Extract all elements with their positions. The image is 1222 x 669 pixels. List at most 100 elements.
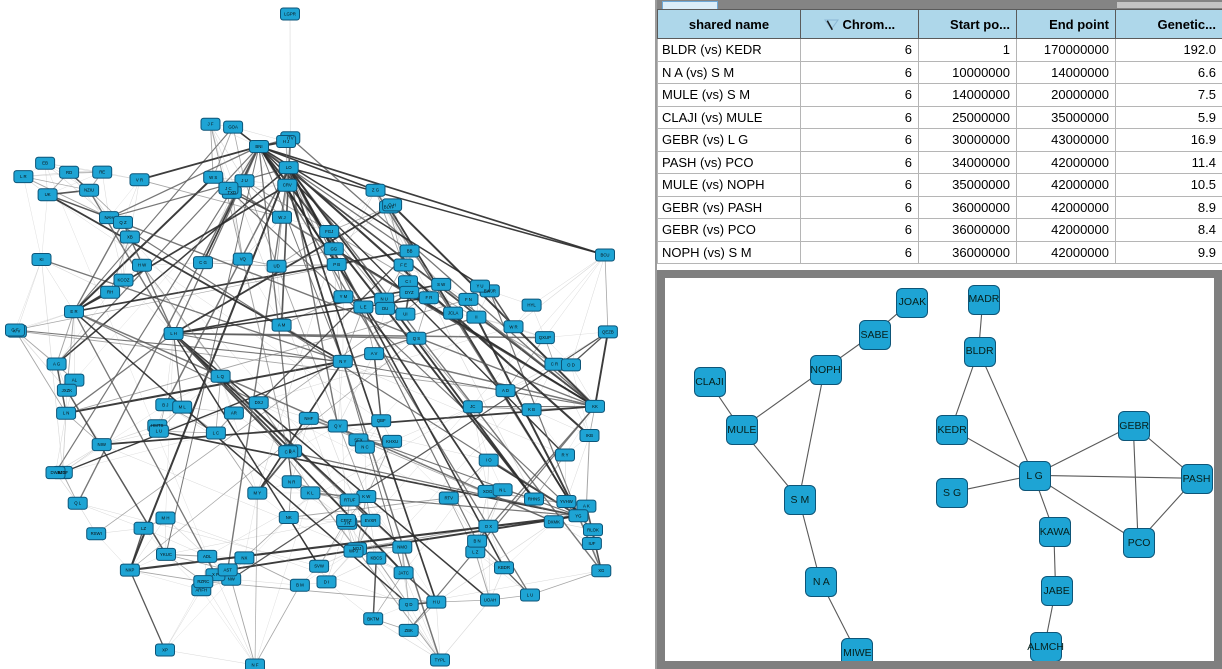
svg-text:A K: A K: [583, 504, 590, 509]
svg-text:H U: H U: [433, 600, 440, 605]
svg-text:C G: C G: [199, 260, 207, 265]
svg-text:W R: W R: [509, 324, 517, 329]
svg-text:NMO: NMO: [397, 545, 408, 550]
svg-text:I O: I O: [486, 458, 492, 463]
svg-text:N U: N U: [380, 297, 387, 302]
svg-text:L U: L U: [156, 429, 163, 434]
svg-text:NHF: NHF: [304, 416, 313, 421]
svg-text:AL: AL: [72, 378, 78, 383]
svg-text:B M: B M: [296, 583, 304, 588]
svg-text:JATC: JATC: [398, 570, 408, 575]
svg-text:NZIU: NZIU: [84, 188, 94, 193]
svg-text:N L: N L: [499, 487, 506, 492]
svg-text:VQ: VQ: [240, 257, 247, 262]
svg-text:C R: C R: [551, 362, 558, 367]
svg-text:RLOK: RLOK: [587, 527, 599, 532]
svg-text:AR: AR: [231, 411, 237, 416]
svg-text:BWJR: BWJR: [484, 288, 496, 293]
svg-text:A V: A V: [371, 351, 378, 356]
svg-text:K B: K B: [528, 407, 535, 412]
svg-text:GOA: GOA: [228, 125, 238, 130]
svg-text:Y U: Y U: [476, 284, 483, 289]
svg-text:NIW: NIW: [98, 442, 107, 447]
svg-text:AST: AST: [224, 567, 233, 572]
svg-text:J U: J U: [241, 178, 247, 183]
svg-text:YKUC: YKUC: [160, 552, 172, 557]
svg-text:GG: GG: [330, 246, 337, 251]
svg-text:BKTM: BKTM: [367, 616, 379, 621]
svg-text:SVW: SVW: [314, 564, 325, 569]
svg-text:DWE: DWE: [50, 470, 60, 475]
svg-text:K L: K L: [307, 490, 314, 495]
svg-text:B N: B N: [474, 539, 481, 544]
svg-text:NAH: NAH: [104, 215, 113, 220]
svg-text:LO: LO: [286, 165, 292, 170]
svg-text:YG: YG: [575, 513, 582, 518]
svg-text:Q S: Q S: [413, 336, 421, 341]
svg-text:JXZK: JXZK: [62, 388, 73, 393]
svg-text:S W: S W: [437, 282, 446, 287]
svg-text:YVHW: YVHW: [560, 499, 574, 504]
svg-text:CFFZ: CFFZ: [341, 518, 352, 523]
svg-text:RHNS: RHNS: [528, 497, 540, 502]
svg-text:DYZ: DYZ: [405, 290, 414, 295]
svg-text:QEZB: QEZB: [602, 329, 614, 334]
svg-text:DXMK: DXMK: [548, 519, 561, 524]
svg-text:XB: XB: [127, 235, 133, 240]
svg-text:JCLA: JCLA: [448, 311, 459, 316]
svg-text:Y M: Y M: [340, 294, 348, 299]
svg-text:D I: D I: [324, 579, 330, 584]
svg-text:RE: RE: [99, 170, 105, 175]
svg-text:LGPR: LGPR: [284, 12, 296, 17]
svg-text:WPJ: WPJ: [349, 549, 358, 554]
svg-text:LZ: LZ: [141, 526, 146, 531]
svg-text:RTUF: RTUF: [344, 498, 356, 503]
svg-text:G F: G F: [11, 328, 19, 333]
svg-text:NK: NK: [286, 515, 292, 520]
svg-text:O D: O D: [567, 362, 575, 367]
svg-text:F N: F N: [465, 297, 472, 302]
svg-text:R Y: R Y: [561, 453, 568, 458]
svg-text:XG: XG: [598, 568, 605, 573]
svg-text:KI: KI: [39, 257, 43, 262]
svg-text:KCOZ: KCOZ: [118, 278, 130, 283]
svg-text:UK: UK: [45, 192, 51, 197]
svg-text:XP: XP: [162, 648, 168, 653]
svg-text:A M: A M: [278, 323, 286, 328]
svg-text:V R: V R: [136, 177, 143, 182]
svg-text:NXP: NXP: [125, 568, 134, 573]
svg-text:Z G: Z G: [372, 188, 380, 193]
svg-text:RH: RH: [107, 290, 113, 295]
svg-text:JC: JC: [470, 404, 475, 409]
svg-text:W S: W S: [209, 175, 217, 180]
svg-text:M L: M L: [179, 405, 187, 410]
svg-text:QBF: QBF: [377, 418, 386, 423]
svg-text:L C: L C: [213, 431, 220, 436]
svg-text:O X: O X: [485, 524, 493, 529]
svg-text:UD: UD: [273, 264, 279, 269]
svg-text:J F: J F: [208, 122, 214, 127]
svg-text:HMTS: HMTS: [151, 423, 163, 428]
svg-text:RZRC: RZRC: [197, 579, 209, 584]
svg-text:Q D: Q D: [405, 602, 413, 607]
svg-text:RD: RD: [66, 170, 72, 175]
svg-text:C I: C I: [405, 279, 411, 284]
svg-text:F R: F R: [425, 295, 432, 300]
svg-text:N F: N F: [252, 663, 259, 668]
svg-text:IUF: IUF: [588, 541, 595, 546]
svg-text:Q L: Q L: [74, 501, 82, 506]
svg-text:BB: BB: [407, 249, 413, 254]
svg-text:Q Z: Q Z: [119, 220, 127, 225]
svg-text:QXUP: QXUP: [539, 335, 551, 340]
svg-text:F E: F E: [400, 263, 407, 268]
svg-text:X F: X F: [212, 572, 219, 577]
svg-text:H W: H W: [138, 263, 147, 268]
svg-text:C K: C K: [285, 449, 292, 454]
svg-text:B J: B J: [162, 402, 168, 407]
svg-text:SFX: SFX: [354, 437, 362, 442]
svg-text:N R: N R: [288, 479, 295, 484]
svg-text:DXJ: DXJ: [255, 400, 263, 405]
svg-text:O H: O H: [388, 202, 396, 207]
svg-text:II: II: [475, 315, 477, 320]
svg-text:W J: W J: [278, 215, 285, 220]
